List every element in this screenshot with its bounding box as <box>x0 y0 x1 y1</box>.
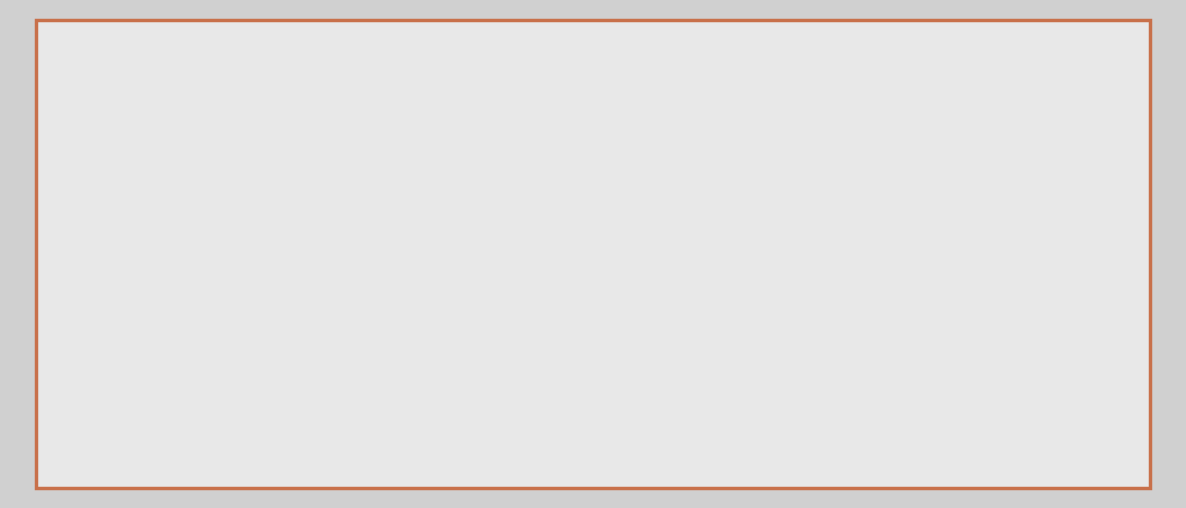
Text: B. How much heat is released when 25 g of Oxygen gas is consumed in the: B. How much heat is released when 25 g o… <box>75 305 784 325</box>
Text: Iron metal reacts with Oxygen gas to produce Iron (III) oxide according to: Iron metal reacts with Oxygen gas to pro… <box>75 67 815 86</box>
FancyBboxPatch shape <box>36 20 1150 488</box>
Text: reaction?: reaction? <box>75 357 161 376</box>
Text: A. How much heat is released when 8 moles of Fe reacts with excess: A. How much heat is released when 8 mole… <box>75 207 721 226</box>
Text: Oxygen gas?: Oxygen gas? <box>75 259 196 278</box>
Text: C. How many grams of Iron (III) oxide will be produced if 4500 kJ of heat: C. How many grams of Iron (III) oxide wi… <box>75 403 751 423</box>
Text: energy is released?: energy is released? <box>75 455 257 474</box>
Text: the reaction. ΔH= -1652 kJ: the reaction. ΔH= -1652 kJ <box>75 123 377 142</box>
